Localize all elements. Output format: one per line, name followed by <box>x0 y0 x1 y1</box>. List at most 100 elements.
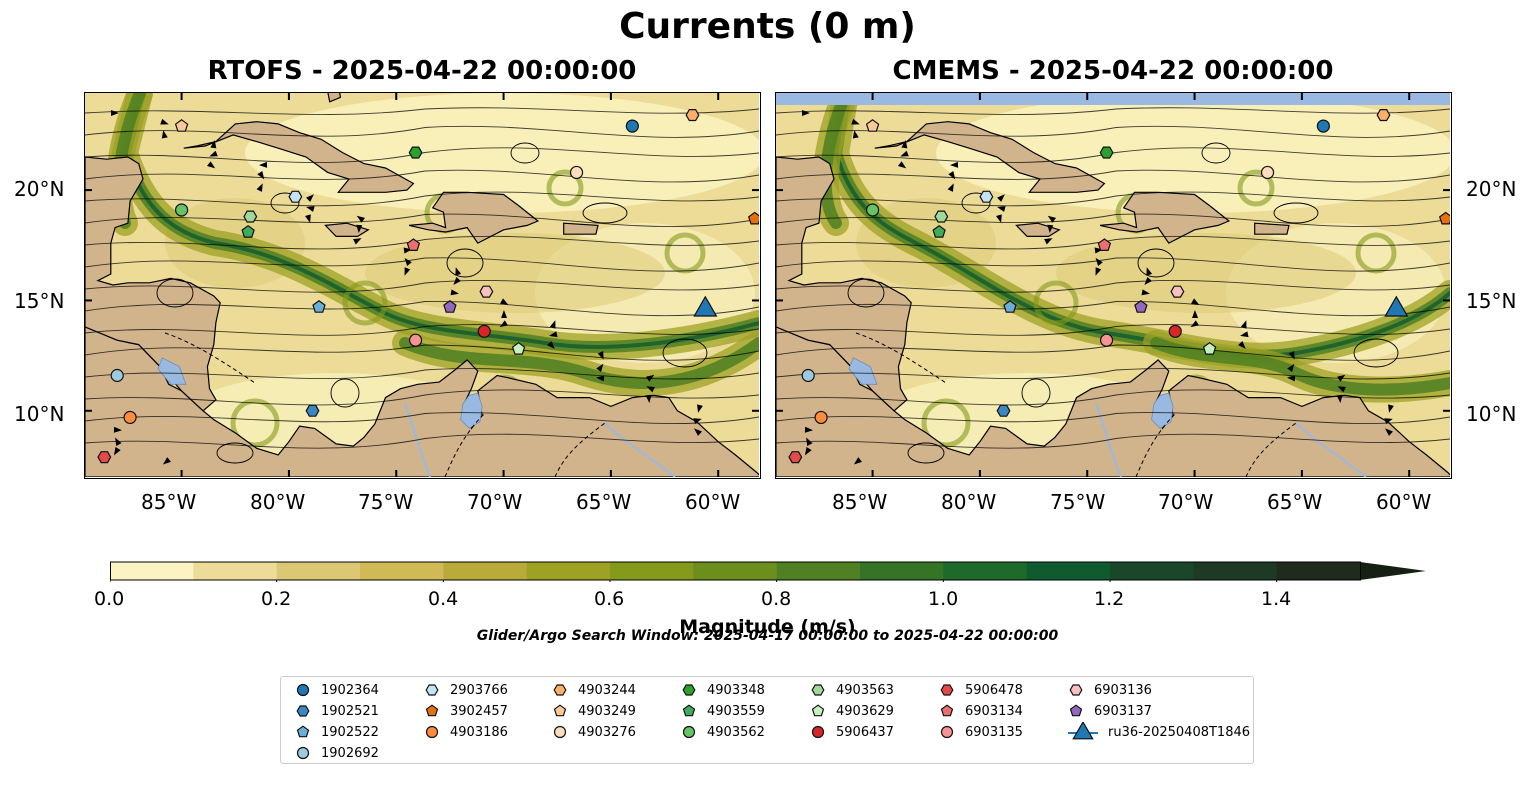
rtofs-lat-tick-10n: 10°N <box>14 402 65 426</box>
cmems-land-mainland <box>776 326 1450 477</box>
circle-icon <box>553 725 567 739</box>
triangle-icon <box>1068 722 1098 740</box>
cmems-streamline-arrow <box>1384 418 1393 425</box>
pentagon-icon <box>1069 704 1083 717</box>
cmems-streamline-eddy <box>907 442 945 464</box>
colorbar-tick-7: 1.4 <box>1261 588 1292 610</box>
cmems-streamline-arrow <box>1146 267 1153 276</box>
rtofs-streamline-arrow <box>549 320 556 329</box>
rtofs-streamline-arrow <box>113 447 121 456</box>
rtofs-float-marker <box>477 324 491 338</box>
rtofs-border <box>164 332 606 477</box>
legend-label: 4903276 <box>578 724 636 740</box>
rtofs-lake-maracaibo <box>460 392 483 429</box>
colorbar-bin <box>360 562 444 580</box>
rtofs-map <box>84 92 761 479</box>
cmems-lon-tick-85w: 85°W <box>832 490 888 514</box>
cmems-float-marker <box>979 190 994 203</box>
cmems-streamline-eddy <box>1273 202 1319 224</box>
cmems-streamline-arrow <box>948 171 956 180</box>
rtofs-streamline-arrow <box>305 214 311 223</box>
legend-marker <box>296 683 310 697</box>
cmems-floats <box>788 109 1450 464</box>
cmems-field-region <box>1056 233 1356 313</box>
rtofs-float-marker <box>110 368 124 383</box>
rtofs-float-marker <box>305 404 320 417</box>
legend-item-ru36-20250408T1846: ru36-20250408T1846 <box>1068 722 1250 742</box>
cmems-streamline <box>776 107 1450 115</box>
legend-item-5906478: 5906478 <box>939 680 1023 700</box>
rtofs-float-marker <box>408 146 423 159</box>
hexagon-icon <box>811 684 825 696</box>
cmems-streamline-arrow <box>1337 386 1346 393</box>
cmems-streamline-arrow <box>1095 267 1102 276</box>
rtofs-streamline-arrow <box>257 171 265 180</box>
colorbar-extend-arrow <box>1360 562 1426 580</box>
rtofs-streamline <box>85 125 759 138</box>
cmems-lon-tick-70w: 70°W <box>1158 490 1214 514</box>
rtofs-eddy <box>546 169 584 207</box>
cmems-streamline-arrow <box>1288 351 1295 360</box>
cmems-streamline-arrow <box>853 457 862 465</box>
pentagon-icon <box>811 704 825 717</box>
cmems-streamline-arrow <box>950 161 959 168</box>
rtofs-streamline-arrow <box>694 428 702 436</box>
colorbar-bin <box>526 562 611 580</box>
circle-icon <box>940 725 954 739</box>
rtofs-streamline <box>85 169 759 183</box>
legend-item-4903559: 4903559 <box>681 701 765 721</box>
legend-item-1902692: 1902692 <box>295 743 379 763</box>
legend-marker <box>682 725 696 739</box>
legend-item-4903249: 4903249 <box>552 701 636 721</box>
rtofs-streamline <box>85 344 759 361</box>
cmems-lake-maracaibo <box>1151 392 1174 429</box>
cmems-streamline-arrow <box>1240 331 1249 338</box>
colorbar <box>110 561 1426 582</box>
circle-icon <box>296 746 310 760</box>
legend-item-4903563: 4903563 <box>810 680 894 700</box>
rtofs-streamline-arrow <box>209 150 218 157</box>
colorbar-label: Magnitude (m/s) <box>679 616 856 638</box>
rtofs-float-marker <box>174 203 189 217</box>
rtofs-float-marker <box>693 295 718 317</box>
cmems-float-marker <box>1316 119 1330 133</box>
cmems-float-marker <box>1003 300 1017 313</box>
rtofs-streamline-arrow <box>356 224 363 233</box>
legend-marker <box>425 704 439 717</box>
cmems-float-marker <box>788 451 803 464</box>
legend-marker <box>296 746 310 760</box>
cmems-streamline <box>776 389 1450 406</box>
rtofs-streamline-eddy <box>582 202 628 224</box>
rtofs-streamline-eddy <box>216 442 254 464</box>
pentagon-icon <box>425 704 439 717</box>
hexagon-icon <box>296 705 310 717</box>
figure-title: Currents (0 m) <box>619 6 916 47</box>
hexagon-icon <box>425 684 439 696</box>
cmems-land <box>776 93 1450 477</box>
legend-label: 1902522 <box>321 724 379 740</box>
cmems-streamline <box>776 279 1450 293</box>
rtofs-streamline <box>85 433 759 449</box>
pentagon-icon <box>296 725 310 738</box>
colorbar-tick-5: 1.0 <box>928 588 959 610</box>
legend-label: 6903135 <box>965 724 1023 740</box>
legend-item-4903276: 4903276 <box>552 722 636 742</box>
circle-icon <box>811 725 825 739</box>
rtofs-streamline <box>85 257 759 272</box>
rtofs-streamline-arrow <box>210 140 217 149</box>
cmems-eddy <box>1033 280 1079 326</box>
cmems-streamline-arrow <box>947 183 954 192</box>
legend-item-2903766: 2903766 <box>424 680 508 700</box>
rtofs-float-marker <box>243 210 258 223</box>
legend-label: 4903562 <box>707 724 765 740</box>
legend-marker <box>1069 704 1083 717</box>
cmems-streamline-arrow <box>802 110 810 116</box>
rtofs-streamline-eddy <box>270 192 300 214</box>
rtofs-lon-tick-85w: 85°W <box>141 490 197 514</box>
rtofs-streamline-arrow <box>404 267 411 276</box>
rtofs-float-marker <box>123 410 137 425</box>
legend-marker <box>425 725 439 739</box>
legend-label: 4903249 <box>578 703 636 719</box>
cmems-panel-title: CMEMS - 2025-04-22 00:00:00 <box>892 56 1334 86</box>
cmems-streamline-arrow <box>1190 320 1199 328</box>
